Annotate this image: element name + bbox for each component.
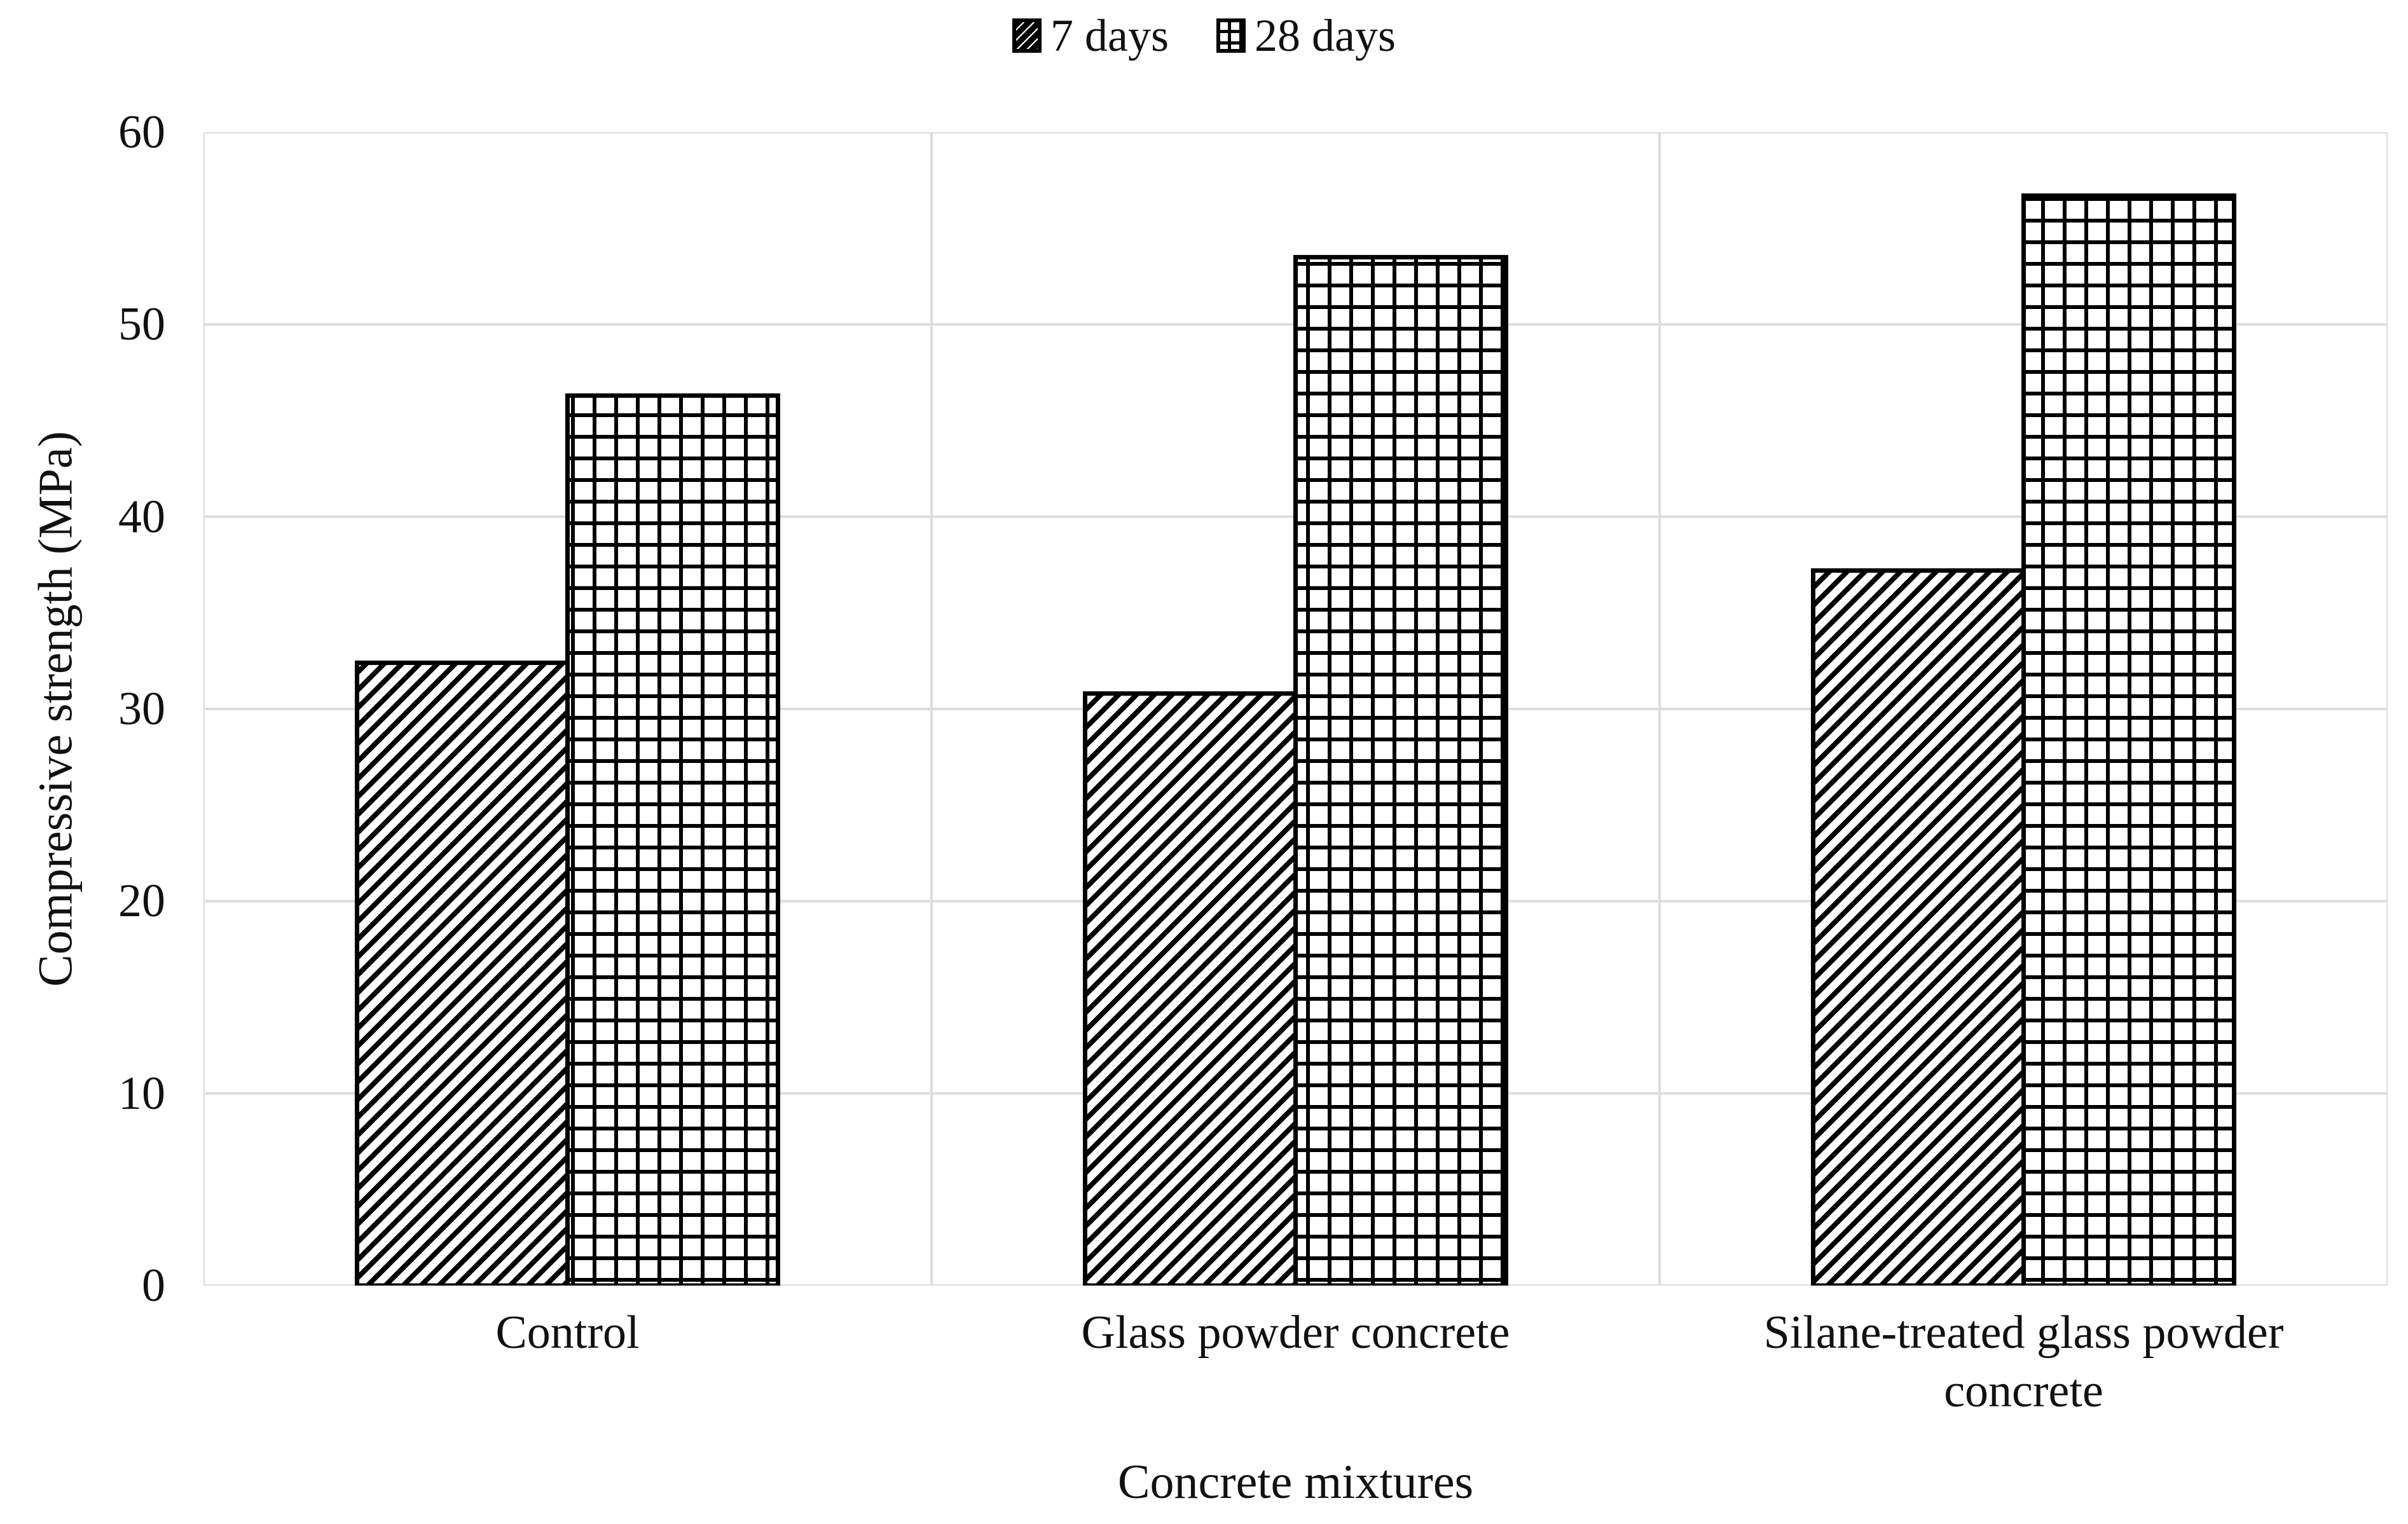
chart-legend: 7 days 28 days [0, 10, 2408, 61]
plot-area [203, 132, 2388, 1286]
legend-label-28-days: 28 days [1255, 10, 1396, 61]
x-axis-title: Concrete mixtures [1117, 1455, 1474, 1509]
y-tick-label-20: 20 [118, 875, 165, 928]
bar-7-days-silane-treated-glass-powder-concrete [1811, 568, 2026, 1286]
bar-7-days-glass-powder-concrete [1083, 691, 1298, 1286]
x-category-label-control: Control [495, 1307, 640, 1359]
bar-28-days-control [565, 393, 780, 1286]
y-tick-label-30: 30 [118, 683, 165, 735]
bar-28-days-silane-treated-glass-powder-concrete [2021, 193, 2236, 1286]
legend-item-28-days: 28 days [1216, 10, 1396, 61]
diagonal-hatch-swatch-icon [1012, 18, 1042, 53]
legend-item-7-days: 7 days [1012, 10, 1169, 61]
x-category-label-glass-powder-concrete: Glass powder concrete [1081, 1307, 1510, 1359]
y-tick-label-40: 40 [118, 490, 165, 543]
grid-hatch-swatch-icon [1216, 18, 1246, 53]
bar-7-days-control [355, 660, 570, 1286]
y-tick-label-50: 50 [118, 298, 165, 351]
y-tick-label-0: 0 [142, 1260, 165, 1312]
x-category-label-silane-treated-glass-powder-concrete: Silane-treated glass powder concrete [1763, 1307, 2284, 1417]
y-tick-label-10: 10 [118, 1067, 165, 1120]
legend-label-7-days: 7 days [1050, 10, 1169, 61]
y-tick-label-60: 60 [118, 106, 165, 158]
bar-28-days-glass-powder-concrete [1293, 255, 1508, 1286]
